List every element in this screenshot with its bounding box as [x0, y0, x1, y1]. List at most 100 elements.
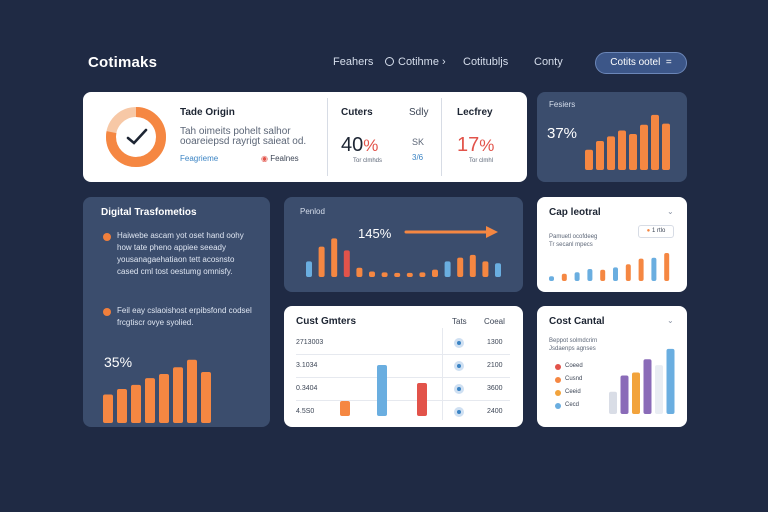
control-bar [620, 375, 629, 414]
row-value: 1300 [487, 339, 503, 346]
row-divider [296, 377, 510, 378]
period-bar [394, 272, 401, 277]
row-value: 2100 [487, 362, 503, 369]
nav-item-2[interactable]: Cotihme › [385, 56, 446, 68]
period-bar [369, 271, 375, 277]
period-card: Penlod 145% [284, 197, 523, 292]
digital-bar [173, 367, 183, 423]
cta-button[interactable]: Cotits ootel = [595, 52, 687, 74]
legend-label: Cecd [565, 402, 580, 408]
bullet-icon [103, 308, 111, 316]
cap-bar [664, 253, 670, 281]
lecfrey-value: 17% [457, 134, 495, 156]
chevron-down-icon[interactable]: ⌄ [667, 207, 674, 216]
cap-bar [651, 257, 657, 281]
period-bar [419, 272, 426, 277]
control-bar [643, 359, 652, 414]
control-sub-1: Beppot solmdcrirn [549, 338, 598, 344]
cap-bar [613, 267, 618, 281]
cap-sub-1: Pamuetl ocofdeeg [549, 234, 598, 240]
cap-bar [600, 269, 606, 281]
nav-item-1[interactable]: Feahers [333, 56, 374, 68]
row-label: 2713003 [296, 339, 324, 346]
control-bar [632, 372, 640, 414]
control-bar [609, 391, 617, 414]
arrow-right-icon [404, 226, 498, 238]
origin-title: Tade Origin [180, 107, 235, 118]
period-bar [469, 254, 476, 277]
origin-link[interactable]: Feagrieme [180, 154, 219, 163]
digital-title: Digital Trasfometios [101, 207, 197, 218]
features-bar [662, 123, 670, 170]
features-bar [596, 141, 604, 170]
row-divider [296, 354, 510, 355]
period-bar [306, 261, 312, 277]
period-bar [318, 246, 325, 277]
origin-card: Tade Origin Tah oimeits pohelt salhor oo… [83, 92, 527, 182]
cap-title: Cap leotral [549, 207, 601, 218]
origin-footer[interactable]: ◉ Fealnes [261, 154, 299, 163]
period-bar [356, 267, 363, 277]
cap-badge[interactable]: ● 1 rtlo [638, 225, 674, 238]
nav-item-4[interactable]: Conty [534, 56, 563, 68]
control-bar [666, 348, 675, 414]
row-divider [296, 400, 510, 401]
digital-card: Digital Trasfometios Haiwebe ascam yot o… [83, 197, 270, 427]
period-bar [381, 272, 388, 277]
cap-chart [549, 253, 670, 281]
cost-bar [417, 383, 427, 416]
info-icon[interactable] [454, 407, 464, 417]
bullet-icon [103, 233, 111, 241]
legend-dot-icon [555, 377, 561, 383]
digital-para-1: Haiwebe ascam yot oset hand oohy how tat… [117, 231, 244, 276]
period-bar [406, 272, 413, 277]
cost-bar [340, 401, 350, 416]
row-label: 4.5S0 [296, 408, 315, 415]
control-bar [655, 365, 663, 414]
gauge-icon [106, 107, 166, 167]
cap-sub-2: Tr secanl mpecs [549, 242, 593, 248]
nav-item-3[interactable]: Cotitubljs [463, 56, 509, 68]
digital-bar [187, 359, 197, 423]
cuters-value: 40% [341, 134, 379, 156]
row-value: 2400 [487, 408, 503, 415]
digital-chart [103, 359, 211, 423]
digital-bar [145, 378, 155, 423]
cap-bar [549, 276, 554, 281]
chevron-down-icon[interactable]: ⌄ [667, 316, 674, 325]
cap-bar [625, 264, 631, 281]
period-bar [432, 269, 438, 277]
features-chart [585, 114, 670, 170]
cap-bar [587, 269, 593, 281]
info-icon[interactable] [454, 361, 464, 371]
period-bar [444, 261, 451, 277]
row-label: 0.3404 [296, 385, 318, 392]
circle-icon [385, 57, 394, 66]
features-bar [607, 136, 615, 170]
info-icon[interactable] [454, 338, 464, 348]
period-chart [306, 238, 501, 277]
info-icon[interactable] [454, 384, 464, 394]
features-title: Fesiers [549, 100, 576, 109]
cost-col-a: Tats [452, 317, 467, 326]
period-bar [331, 238, 338, 277]
legend-dot-icon [555, 390, 561, 396]
cost-col-b: Coeal [484, 317, 505, 326]
period-bar [482, 261, 489, 277]
cap-bar [638, 258, 644, 281]
control-sub-2: Jsdaenps agnses [549, 346, 596, 352]
features-bar [585, 149, 593, 170]
digital-bar [159, 374, 169, 423]
badge-dot-icon: ● [646, 228, 651, 234]
sdly-sub: 3/6 [412, 153, 424, 162]
legend-dot-icon [555, 364, 561, 370]
cuters-title: Cuters [341, 107, 373, 118]
brand-logo[interactable]: Cotimaks [88, 54, 158, 71]
top-bar: Cotimaks Feahers Cotihme › Cotitubljs Co… [0, 0, 768, 90]
control-chart [609, 348, 675, 414]
legend-label: Coeed [565, 363, 583, 369]
divider [442, 328, 443, 420]
period-value: 145% [358, 226, 392, 241]
row-value: 3600 [487, 385, 503, 392]
legend-dot-icon [555, 403, 561, 409]
